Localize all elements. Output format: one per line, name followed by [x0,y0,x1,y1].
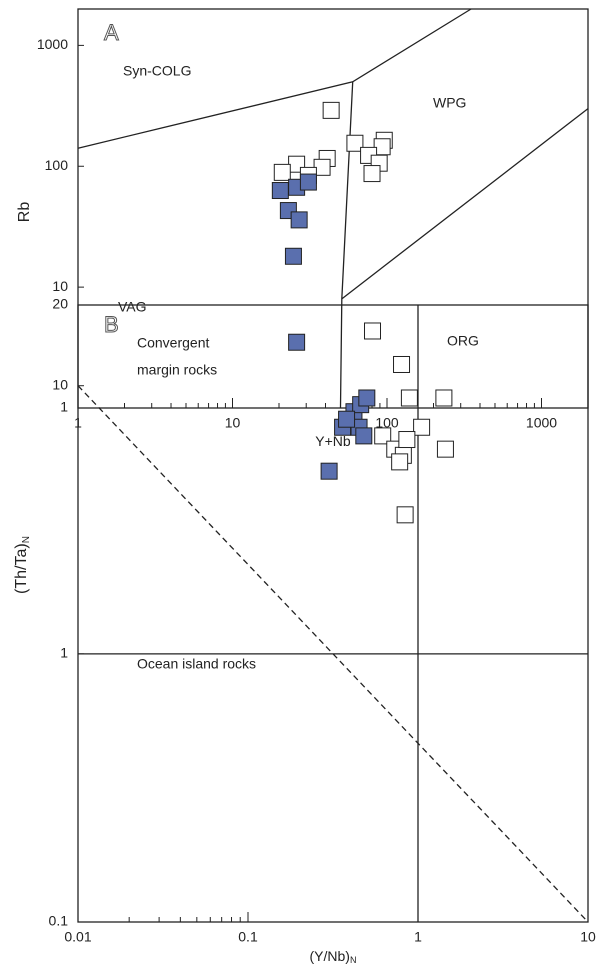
data-point [288,333,306,351]
y-tick-label: 10 [52,376,68,392]
data-point [346,134,364,152]
field-label: VAG [118,299,147,315]
y-tick-label: 1 [60,645,68,661]
y-tick-label: 1000 [37,36,68,52]
data-point [322,101,340,119]
data-point [374,427,392,445]
x-tick-label: 1000 [526,415,557,431]
boundary-line [339,81,354,409]
field-label: Convergent [137,335,209,351]
field-label: ORG [447,333,479,349]
x-tick-label: 1 [414,929,422,945]
x-tick-label: 100 [375,415,399,431]
data-point [435,389,453,407]
y-tick-label: 20 [52,296,68,312]
data-point [396,506,414,524]
y-tick-label: 100 [45,157,69,173]
y-tick-label: 1 [60,399,68,415]
data-point [358,389,376,407]
x-tick-label: 10 [580,929,596,945]
data-point [271,182,289,200]
data-point [363,165,381,183]
panel-label: A [104,20,119,45]
data-point [364,322,382,340]
x-axis-title: (Y/Nb)N [310,948,357,965]
data-point [400,389,418,407]
data-point [393,355,411,373]
field-label: WPG [433,95,466,111]
y-tick-label: 10 [52,278,68,294]
field-label: margin rocks [137,362,217,378]
data-point [299,173,317,191]
data-point [290,211,308,229]
plot-frame [77,8,589,409]
x-axis-title-text: Y+Nb [315,433,351,449]
boundary-line [341,108,589,300]
y-axis-title-text: (Th/Ta) [13,543,30,594]
y-tick-label: 0.1 [49,913,69,929]
x-axis-title-subscript: N [350,955,357,965]
panel-label: B [104,312,119,337]
data-point [338,410,356,428]
field-label: Ocean island rocks [137,656,256,672]
data-point [436,440,454,458]
y-axis-title-text: Rb [16,202,33,223]
data-point [355,427,373,445]
data-point [320,462,338,480]
x-tick-label: 0.01 [64,929,91,945]
plot-frame [77,304,589,923]
data-point [273,163,291,181]
x-axis-title-text: (Y/Nb) [310,948,350,964]
x-tick-label: 10 [225,415,241,431]
y-axis-title: (Th/Ta)N [13,536,31,594]
data-point [284,247,302,265]
x-tick-label: 0.1 [238,929,258,945]
data-point [398,431,416,449]
x-axis-title: Y+Nb [315,433,351,449]
data-point [391,453,409,471]
field-label: Syn-COLG [123,63,191,79]
y-axis-title: Rb [16,202,33,223]
y-axis-title-subscript: N [21,536,32,543]
data-point [413,418,431,436]
